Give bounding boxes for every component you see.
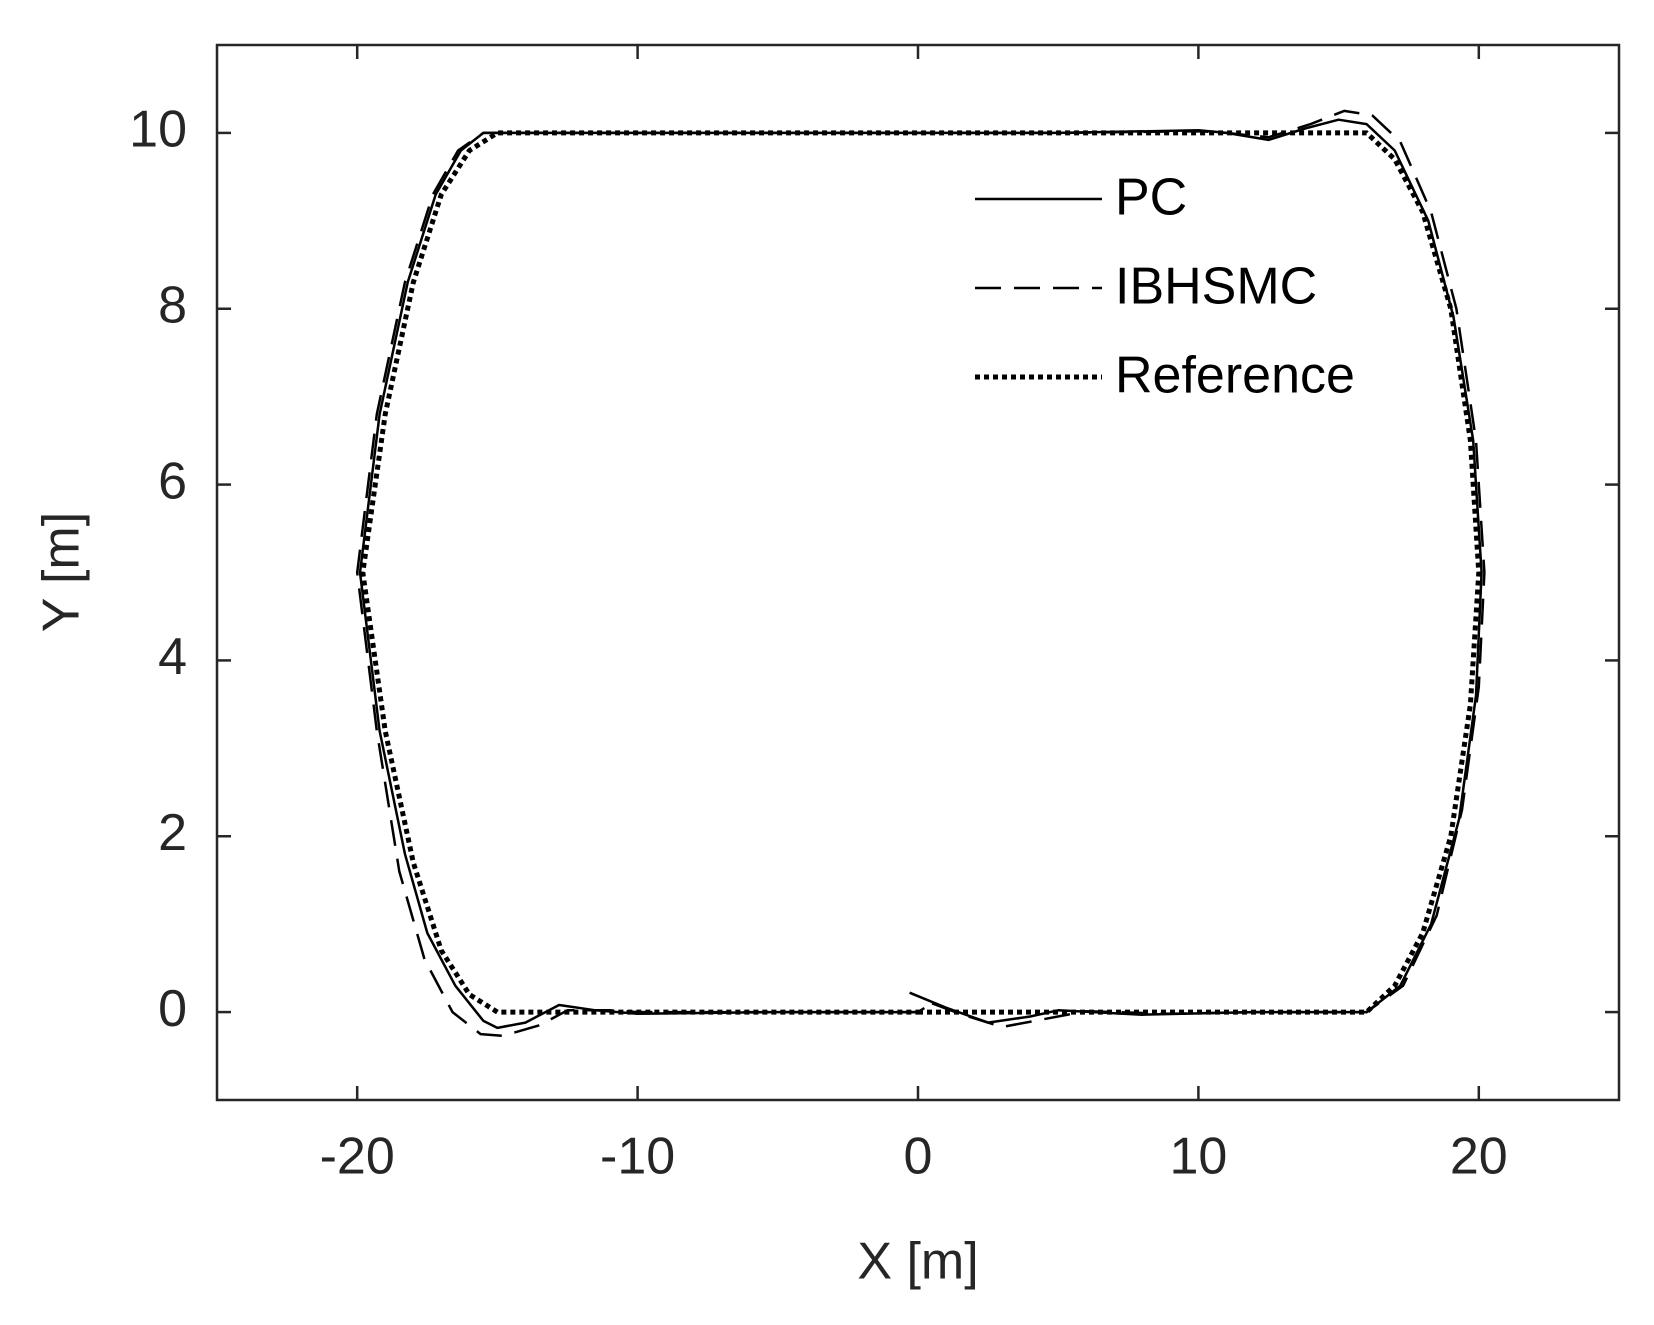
x-tick-label: 10 [1169, 1128, 1227, 1186]
x-tick-label: -10 [600, 1128, 675, 1186]
series-line [360, 130, 1482, 1015]
y-tick-label: 6 [158, 452, 187, 510]
legend-label: Reference [1115, 347, 1355, 405]
series-line [355, 109, 1486, 1038]
y-tick-label: 2 [158, 804, 187, 862]
y-tick-label: 0 [158, 980, 187, 1038]
y-axis-label: Y [m] [33, 512, 91, 632]
y-tick-label: 4 [158, 628, 187, 686]
legend-label: IBHSMC [1115, 258, 1317, 316]
plot-frame [215, 43, 1621, 1102]
x-tick-label: 0 [904, 1128, 933, 1186]
y-tick-label: 10 [129, 101, 187, 159]
x-tick-label: 20 [1450, 1128, 1508, 1186]
legend-label: PC [1115, 169, 1187, 227]
x-tick-label: -20 [320, 1128, 395, 1186]
y-tick-label: 8 [158, 276, 187, 334]
x-axis-label: X [m] [857, 1233, 978, 1291]
